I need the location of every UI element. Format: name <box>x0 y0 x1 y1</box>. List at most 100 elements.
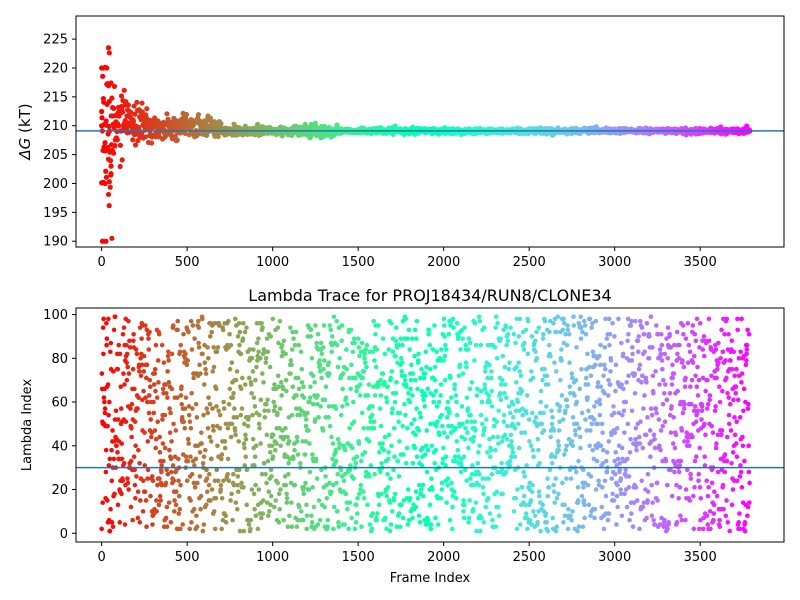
lambda-point <box>734 478 740 484</box>
lambda-point <box>573 432 578 438</box>
lambda-x-axis-label: Frame Index <box>390 571 471 586</box>
lambda-point <box>338 412 344 418</box>
lambda-point <box>702 454 708 460</box>
lambda-point <box>283 482 289 488</box>
lambda-point <box>369 526 375 532</box>
lambda-point <box>604 469 610 475</box>
lambda-point <box>257 425 262 431</box>
lambda-point <box>453 393 459 398</box>
lambda-point <box>400 515 406 521</box>
lambda-point <box>356 345 362 350</box>
lambda-point <box>147 329 152 335</box>
lambda-point <box>438 382 444 387</box>
lambda-point <box>477 443 482 449</box>
lambda-point <box>730 450 736 455</box>
lambda-y-axis-label: Lambda Index <box>20 379 35 472</box>
lambda-point <box>535 436 541 442</box>
lambda-point <box>727 528 733 534</box>
lambda-point <box>746 331 752 337</box>
lambda-point <box>724 498 729 503</box>
lambda-point <box>724 434 730 440</box>
lambda-point <box>741 408 746 414</box>
lambda-point <box>648 454 653 460</box>
lambda-point <box>288 371 293 376</box>
lambda-point <box>735 327 740 333</box>
lambda-point <box>618 476 624 481</box>
lambda-point <box>567 360 572 365</box>
lambda-point <box>661 377 666 383</box>
lambda-point <box>614 493 620 499</box>
lambda-point <box>587 316 593 322</box>
lambda-point <box>461 498 466 503</box>
lambda-point <box>627 517 632 523</box>
lambda-point <box>318 340 324 346</box>
lambda-point <box>281 517 286 523</box>
lambda-point <box>163 480 169 486</box>
lambda-point <box>499 460 504 466</box>
lambda-point <box>175 456 181 462</box>
lambda-point <box>351 399 356 405</box>
delta-g-point <box>131 103 137 109</box>
lambda-point <box>412 327 418 333</box>
lambda-point <box>632 390 638 396</box>
lambda-point <box>128 504 134 510</box>
lambda-point <box>157 493 163 499</box>
lambda-point <box>103 469 109 475</box>
lambda-point <box>179 415 185 420</box>
lambda-point <box>211 345 217 350</box>
lambda-point <box>657 382 662 387</box>
delta-g-point <box>106 179 112 185</box>
lambda-point <box>393 353 398 359</box>
lambda-point <box>310 373 316 379</box>
lambda-point <box>662 517 667 523</box>
lambda-point <box>547 329 552 335</box>
lambda-point <box>233 377 239 383</box>
lambda-point <box>241 528 247 534</box>
lambda-point <box>122 522 128 527</box>
x-tick-label: 2500 <box>513 550 546 565</box>
lambda-point <box>726 331 731 337</box>
y-tick-label: 210 <box>43 119 68 134</box>
lambda-point <box>602 345 608 350</box>
lambda-point <box>550 515 556 521</box>
lambda-point <box>267 450 273 455</box>
lambda-point <box>731 349 737 355</box>
lambda-point <box>603 458 609 464</box>
lambda-point <box>609 476 615 481</box>
lambda-point <box>583 375 589 381</box>
lambda-point <box>361 495 367 501</box>
lambda-point <box>691 493 696 499</box>
lambda-point <box>137 520 143 525</box>
lambda-point <box>467 498 472 503</box>
lambda-point <box>711 517 716 523</box>
lambda-point <box>516 334 522 339</box>
lambda-point <box>620 412 625 418</box>
lambda-point <box>386 347 392 352</box>
lambda-point <box>120 331 126 337</box>
lambda-point <box>246 375 252 381</box>
lambda-point <box>360 489 366 495</box>
lambda-point <box>697 485 703 490</box>
lambda-point <box>422 371 428 376</box>
lambda-point <box>556 447 561 453</box>
lambda-point <box>714 441 719 446</box>
lambda-point <box>454 399 459 405</box>
lambda-point <box>714 375 719 381</box>
lambda-point <box>185 436 191 442</box>
lambda-point <box>436 399 442 405</box>
lambda-point <box>408 386 413 392</box>
lambda-point <box>125 476 130 481</box>
lambda-point <box>390 406 395 411</box>
lambda-point <box>214 349 220 355</box>
lambda-point <box>272 447 278 453</box>
lambda-point <box>644 321 650 326</box>
lambda-point <box>639 380 644 385</box>
lambda-point <box>386 456 391 462</box>
lambda-point <box>651 390 656 396</box>
lambda-point <box>549 408 554 414</box>
lambda-point <box>526 417 532 422</box>
lambda-point <box>373 331 378 337</box>
lambda-point <box>321 345 326 350</box>
lambda-point <box>193 456 199 462</box>
lambda-point <box>270 454 276 460</box>
